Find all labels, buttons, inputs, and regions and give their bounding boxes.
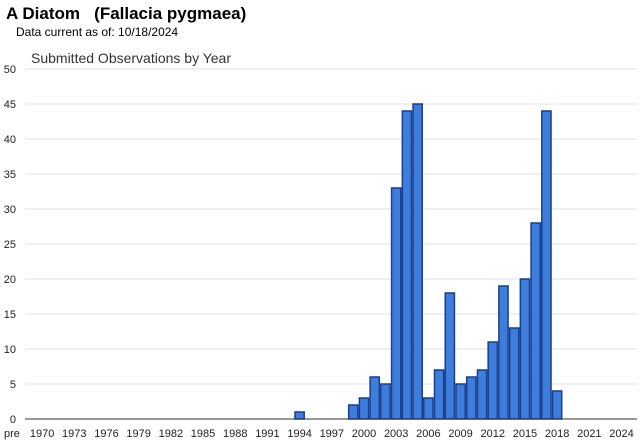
x-tick-label: 1979	[126, 428, 150, 440]
y-tick-label: 50	[4, 64, 16, 76]
x-tick-label: 1970	[30, 428, 54, 440]
bar-2005	[412, 103, 423, 420]
bar-2012	[487, 341, 499, 420]
bars	[294, 103, 563, 420]
x-tick-label: 2018	[545, 428, 569, 440]
x-tick-label: 1976	[94, 428, 118, 440]
bar-2010	[465, 376, 477, 420]
x-tick-label: 2009	[448, 428, 472, 440]
y-tick-label: 15	[4, 309, 16, 321]
bar-2001	[369, 376, 381, 420]
bar-2017	[541, 110, 552, 420]
y-tick-label: 10	[4, 344, 16, 356]
y-tick-label: 40	[4, 134, 16, 146]
bar-2002	[380, 383, 391, 420]
data-current-date: Data current as of: 10/18/2024	[16, 25, 179, 39]
x-tick-label: 1982	[159, 428, 183, 440]
bar-2009	[455, 383, 466, 420]
x-tick-label: 2024	[609, 428, 633, 440]
y-tick-label: 20	[4, 274, 16, 286]
bar-2000	[358, 397, 370, 420]
y-tick-label: 0	[10, 414, 16, 426]
x-tick-label: 2021	[577, 428, 601, 440]
bar-2014	[508, 327, 520, 420]
x-tick-label: 1991	[255, 428, 279, 440]
y-tick-label: 25	[4, 239, 16, 251]
y-tick-label: 45	[4, 99, 16, 111]
bar-2016	[530, 222, 542, 420]
y-axis-ticks: 0 5 10 15 20 25 30 35 40 45 50	[4, 64, 16, 426]
x-tick-label: pre	[4, 428, 20, 440]
x-tick-label: 1985	[191, 428, 215, 440]
species-title: A Diatom (Fallacia pygmaea)	[6, 4, 247, 23]
y-tick-label: 30	[4, 204, 16, 216]
y-tick-label: 35	[4, 169, 16, 181]
x-tick-label: 1997	[320, 428, 344, 440]
x-tick-label: 2000	[352, 428, 376, 440]
bar-1994	[294, 411, 305, 420]
x-tick-label: 2006	[416, 428, 440, 440]
x-tick-label: 1988	[223, 428, 247, 440]
bar-2011	[476, 369, 488, 420]
chart-title: Submitted Observations by Year	[31, 50, 231, 66]
bar-2007	[433, 369, 445, 420]
bar-1999	[347, 404, 359, 420]
x-axis-ticks: pre 1970 1973 1976 1979 1982 1985 1988 1991 1994 1…	[4, 428, 634, 440]
x-tick-label: 2012	[481, 428, 505, 440]
x-tick-label: 1994	[287, 428, 311, 440]
x-tick-label: 2015	[513, 428, 537, 440]
bar-2003	[390, 187, 402, 420]
bar-2013	[498, 285, 509, 420]
x-tick-label: 1973	[62, 428, 86, 440]
bar-2018	[551, 390, 563, 420]
bar-2015	[519, 278, 531, 420]
bar-2004	[401, 110, 413, 420]
y-tick-label: 5	[10, 379, 16, 391]
bar-2006	[423, 397, 434, 420]
x-tick-label: 2003	[384, 428, 408, 440]
bar-2008	[444, 292, 456, 420]
